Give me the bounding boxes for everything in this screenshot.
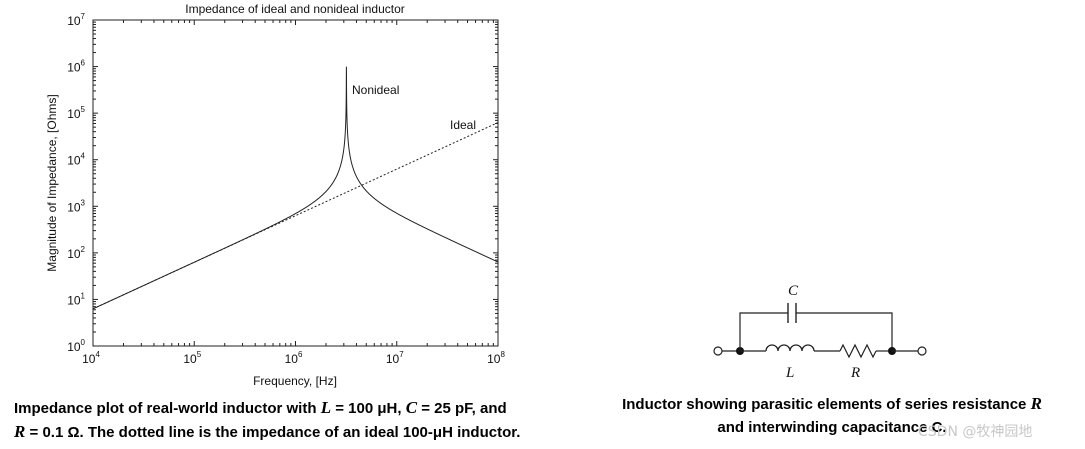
y-tick-exponent: 5	[81, 105, 86, 114]
x-tick-exponent: 5	[197, 350, 202, 359]
x-tick-exponent: 6	[298, 350, 303, 359]
caption-text: = 0.1 Ω. The dotted line is the impedanc…	[25, 424, 521, 441]
resistor-label: R	[850, 365, 860, 381]
nonideal-series-line	[92, 66, 499, 310]
watermark: CSDN @牧神园地	[918, 424, 1033, 440]
ideal-annotation: Ideal	[450, 118, 476, 132]
right-terminal	[917, 346, 927, 356]
y-tick-exponent: 0	[81, 338, 86, 347]
y-tick-exponent: 7	[81, 12, 86, 21]
y-tick-label: 104	[67, 152, 85, 168]
resistor-zigzag	[839, 343, 877, 359]
caption-var-R: R	[14, 422, 26, 441]
nonideal-annotation: Nonideal	[352, 83, 399, 97]
capacitor-label: C	[788, 283, 799, 299]
y-tick-label: 103	[67, 198, 85, 214]
y-tick-label: 106	[67, 59, 85, 75]
x-tick-label: 104	[82, 350, 100, 366]
y-tick-exponent: 6	[81, 59, 86, 68]
y-tick-label: 105	[67, 105, 85, 121]
y-tick-exponent: 3	[81, 198, 86, 207]
caption-text: Inductor showing parasitic elements of s…	[622, 396, 1031, 413]
y-tick-exponent: 1	[81, 291, 86, 300]
inductor-equivalent-circuit: C L R	[713, 283, 927, 381]
x-tick-exponent: 4	[95, 350, 100, 359]
x-axis-label: Frequency, [Hz]	[253, 374, 337, 388]
chart-title: Impedance of ideal and nonideal inductor	[185, 2, 405, 16]
wire	[739, 312, 788, 351]
x-tick-label: 105	[183, 350, 201, 366]
circuit-caption: Inductor showing parasitic elements of s…	[582, 392, 1082, 439]
x-tick-exponent: 7	[399, 350, 404, 359]
caption-text: Impedance plot of real-world inductor wi…	[14, 400, 321, 417]
y-tick-exponent: 2	[81, 245, 86, 254]
y-tick-label: 101	[67, 291, 85, 307]
y-tick-label: 107	[67, 12, 85, 28]
left-terminal	[713, 346, 723, 356]
chart-caption: Impedance plot of real-world inductor wi…	[14, 396, 574, 444]
caption-var-R: R	[1030, 394, 1042, 413]
x-tick-label: 107	[386, 350, 404, 366]
impedance-chart: Impedance of ideal and nonideal inductor…	[45, 2, 505, 388]
y-tick-label: 102	[67, 245, 85, 261]
caption-var-C: C	[405, 398, 418, 417]
wire	[796, 312, 893, 351]
x-tick-label: 106	[285, 350, 303, 366]
inductor-label: L	[785, 365, 794, 381]
x-tick-exponent: 8	[500, 350, 505, 359]
caption-var-L: L	[320, 398, 332, 417]
x-axis-ticks: 104 105 106 107 108	[82, 20, 505, 366]
caption-text: = 25 pF, and	[417, 400, 507, 417]
y-tick-exponent: 4	[81, 152, 86, 161]
x-tick-label: 108	[487, 350, 505, 366]
caption-text: and interwinding capacitance C.	[717, 419, 947, 436]
caption-text: = 100 μH,	[331, 400, 406, 417]
inductor-coil	[765, 344, 815, 352]
y-axis-label: Magnitude of Impedance, [Ohms]	[45, 94, 59, 271]
plot-frame	[92, 19, 499, 347]
